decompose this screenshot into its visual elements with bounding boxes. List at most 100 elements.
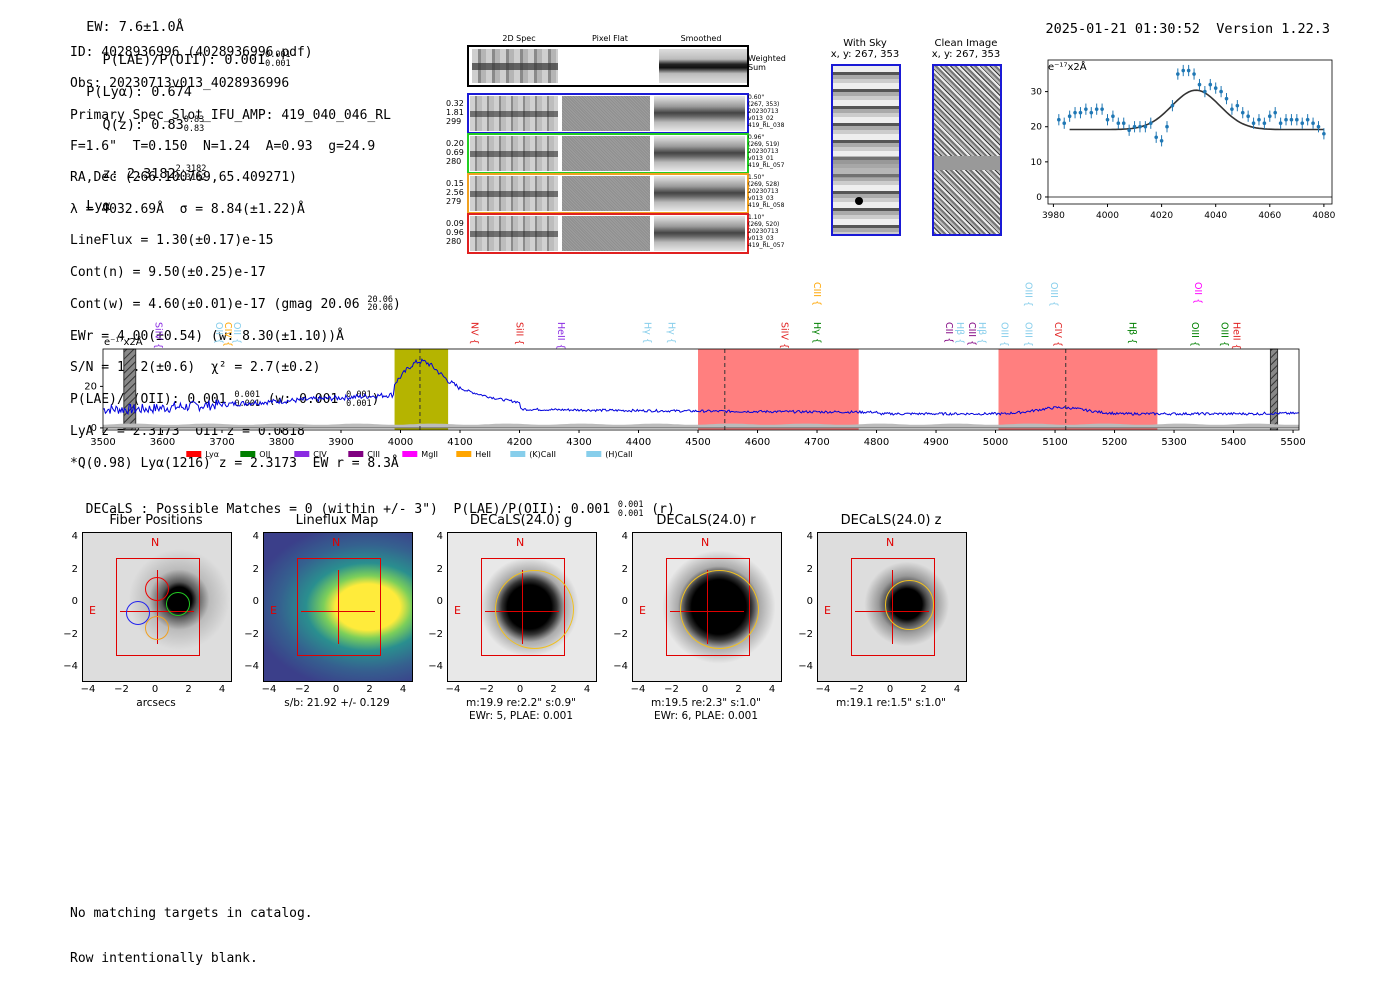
fiber-green [165,592,190,617]
y-tick-label: 2 [71,563,78,575]
legend-swatch [240,451,256,457]
legend-label: CIV [313,450,327,459]
panel-caption: m:19.9 re:2.2" s:0.9" EWr: 5, PLAE: 0.001 [466,697,576,722]
spectrum-frame [102,348,1300,431]
emission-line-label: SiIV { [778,322,789,349]
east-label: E [824,604,831,617]
x-tick-label: 0 [886,684,894,695]
with-sky-image [831,64,901,236]
emission-line-label: CIII { [966,322,977,346]
fit-data-point [1240,110,1245,115]
imaging-panel: Lineflux Map N E 4 2 0 −2 −4 −4 −2 0 2 4 s/b: 21.92 … [218,512,426,727]
primary-spec: Primary Spec_Slot_IFU_AMP: 419_040_046_R… [70,107,391,123]
panel-image [447,532,597,682]
spec-xtick-label: 4400 [626,437,651,448]
y-tick-label: −4 [798,661,813,672]
spec-xtick-label: 3800 [269,437,294,448]
wavelength: λ = 4032.69Å σ = 8.84(±1.22)Å [70,201,305,217]
x-tick-label: 2 [920,684,927,695]
emission-line-label: SiIV { [152,322,163,349]
spectrum-ylabel: e⁻¹⁷x2Å [104,335,143,348]
x-tick-label: 2 [735,684,742,695]
observation-id: Obs: 20230713v013_4028936996 [70,76,290,92]
y-tick-label: −2 [428,628,443,640]
x-tick-label: 4 [399,684,407,695]
masked-region [698,349,859,430]
spec-xtick-label: 4600 [745,437,770,448]
fit-data-point [1278,121,1283,126]
timestamp: 2025-01-21 01:30:52 [1045,21,1200,37]
aperture-box [115,558,201,657]
signal-noise: S/N = 18.2(±0.6) χ² = 2.7(±0.2) [70,360,321,376]
fiber-smoothed [654,136,745,171]
spec-ytick-label: 20 [84,381,97,392]
north-label: N [151,536,160,549]
north-label: N [332,536,341,549]
emission-line-label: OII { [231,322,242,344]
spec-xtick-label: 5100 [1042,437,1067,448]
fit-data-point [1062,121,1067,126]
x-tick-label: −2 [114,684,129,695]
clean-image-title: Clean Image x, y: 267, 353 [931,38,1001,60]
best-solution: *Q(0.98) Lyα(1216) z = 2.3173 EW r = 8.3… [70,455,399,471]
detection-info: ID: 4028936996 (4028936996.pdf) Obs: 202… [70,29,401,487]
full-spectrum-plot: e⁻¹⁷x2Å 0 20 3500 3600 3700 3800 3900 4000 4100 4… [84,282,1306,459]
fit-data-point [1213,86,1218,90]
imaging-panels: Fiber Positions N E 4 2 0 −2 −4 −4 −2 0 2 4 arcsecs L… [0,512,1000,727]
emission-line-label: OIII { [1189,322,1200,347]
fit-data-point [1073,110,1077,115]
legend-label: Lyα [205,450,219,459]
y-tick-label: −2 [244,628,259,640]
panel-image [263,532,413,682]
east-label: E [89,604,96,617]
panel-caption: m:19.5 re:2.3" s:1.0" EWr: 6, PLAE: 0.001 [651,697,761,722]
panel-title: Lineflux Map [295,513,379,528]
spec-xtick-label: 4200 [507,437,532,448]
legend-label: (H)CaII [605,450,632,459]
spec-xtick-label: 4000 [388,437,413,448]
y-tick-label: −2 [798,628,813,640]
aperture-box [296,558,382,657]
y-tick-label: −4 [613,661,628,672]
fit-data-point [1208,82,1213,87]
emission-line-label: OIII { [1022,322,1033,347]
weighted-2d-image [472,49,558,83]
fit-data-point [1067,114,1072,118]
spectrum-line [102,358,1300,417]
blank-row-text: Row intentionally blank. [70,951,258,966]
spec-xtick-label: 5000 [983,437,1008,448]
y-tick-label: 4 [806,531,813,542]
y-tick-label: 2 [621,563,628,575]
fit-ytick-label: 30 [1031,88,1043,98]
cont-wide: Cont(w) = 4.60(±0.01)e-17 (gmag 20.06 20… [70,294,401,314]
y-tick-label: 0 [806,596,813,607]
fit-xtick-label: 4000 [1096,211,1119,221]
spec-xtick-label: 4100 [447,437,472,448]
fit-data-point [1300,121,1305,126]
ew-rest: EWr = 4.00(±0.54) (w: 8.30(±1.10))Å [70,328,344,344]
clean-image [932,64,1002,236]
x-tick-label: −2 [664,684,679,695]
fit-data-point [1273,110,1277,115]
panel-title: Fiber Positions [109,513,203,528]
ellipse-fit [884,580,934,630]
emission-line-label: OIII { [1022,282,1033,307]
fit-data-point [1197,82,1202,87]
x-tick-label: −2 [479,684,494,695]
fit-data-point [1235,103,1240,108]
fiber-note: 0.60" (267, 353) 20230713 v013_02 419_RL_038 [748,94,785,129]
fit-data-point [1224,96,1229,101]
fit-data-point [1246,114,1250,118]
emission-line-label: OIII { [1219,322,1230,347]
fit-data-point [1284,117,1288,122]
with-sky-title: With Sky x, y: 267, 353 [830,38,900,60]
fit-data-point [1295,117,1299,122]
emission-line-label: OII { [1192,282,1203,304]
crosshair-v [338,570,339,644]
x-tick-label: 4 [583,684,591,695]
emission-line-label: CIV { [1052,322,1063,347]
decals-summary: DECaLS : Possible Matches = 0 (within +/… [85,500,675,519]
fit-data-point [1181,68,1186,73]
fit-ytick-label: 0 [1036,193,1042,203]
fit-data-point [1176,72,1180,76]
